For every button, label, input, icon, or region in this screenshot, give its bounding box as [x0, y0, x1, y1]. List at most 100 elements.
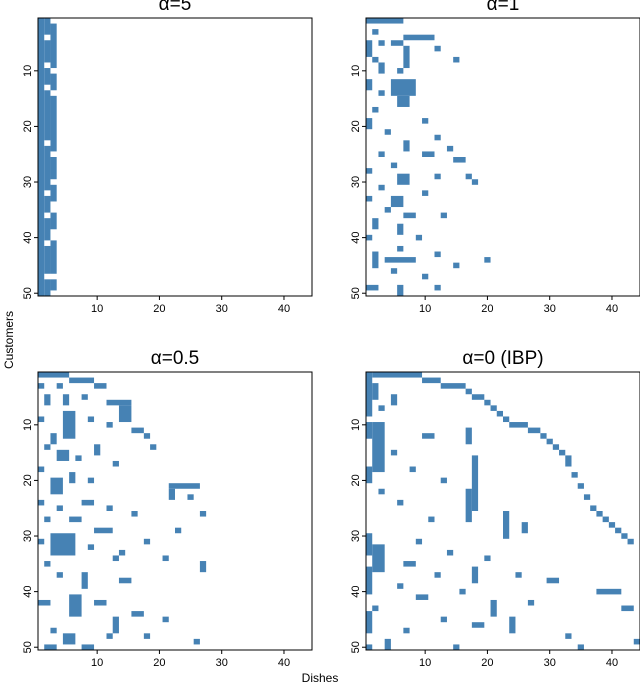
matrix-cell: [69, 594, 82, 617]
matrix-cell: [372, 56, 379, 63]
matrix-cell: [366, 466, 373, 484]
matrix-cell: [131, 427, 144, 434]
matrix-cell: [434, 173, 441, 180]
matrix-cell: [453, 644, 460, 650]
matrix-cell: [577, 644, 584, 650]
matrix-cell: [384, 638, 391, 650]
matrix-cell: [397, 284, 404, 296]
matrix-cell: [50, 184, 57, 202]
matrix-cell: [521, 522, 528, 534]
matrix-cell: [384, 129, 391, 135]
y-tick-label: 10: [350, 419, 362, 431]
matrix-cell: [112, 460, 119, 467]
matrix-cell: [453, 262, 460, 269]
x-tick-label: 10: [419, 303, 431, 315]
matrix-cell: [378, 405, 385, 411]
matrix-cell: [459, 588, 466, 595]
matrix-cell: [446, 145, 454, 152]
matrix-cell: [44, 145, 51, 191]
matrix-cell: [403, 140, 410, 152]
matrix-cell: [390, 40, 404, 46]
matrix-cell: [527, 427, 541, 434]
matrix-cell: [150, 444, 157, 450]
matrix-cell: [397, 223, 404, 235]
matrix-cell: [422, 273, 429, 280]
panel-title: α=5: [159, 0, 192, 15]
y-tick-label: 20: [22, 474, 34, 486]
matrix-cell: [378, 151, 385, 157]
matrix-cell: [409, 466, 416, 473]
matrix-cell: [50, 157, 57, 180]
x-tick-label: 40: [278, 303, 290, 315]
x-tick-label: 20: [153, 303, 165, 315]
matrix-cell: [106, 422, 113, 428]
matrix-cell: [527, 599, 535, 606]
matrix-cell: [38, 18, 45, 296]
matrix-cell: [62, 410, 76, 439]
matrix-cell: [415, 538, 423, 545]
matrix-cell: [366, 422, 373, 439]
x-tick-label: 30: [216, 303, 228, 315]
matrix-cell: [50, 533, 76, 556]
matrix-cell: [50, 433, 57, 445]
matrix-cell: [621, 605, 634, 612]
matrix-cell: [422, 433, 435, 439]
matrix-cell: [403, 45, 410, 69]
matrix-cell: [366, 372, 373, 417]
x-tick-label: 40: [606, 303, 618, 315]
matrix-cell: [143, 538, 151, 545]
matrix-cell: [38, 538, 45, 545]
matrix-cell: [50, 477, 63, 495]
matrix-cell: [81, 572, 88, 589]
matrix-cell: [515, 572, 522, 578]
x-tick-label: 40: [278, 657, 290, 669]
x-tick-label: 40: [606, 657, 618, 669]
matrix-cell: [471, 179, 479, 185]
matrix-cell: [44, 218, 51, 241]
matrix-cell: [62, 394, 70, 406]
panel-title: α=0.5: [151, 348, 200, 369]
matrix-cell: [118, 405, 132, 423]
matrix-cell: [453, 157, 466, 163]
matrix-cell: [193, 638, 200, 645]
matrix-cell: [69, 472, 76, 484]
matrix-cell: [112, 555, 119, 562]
y-tick-label: 40: [22, 231, 34, 243]
matrix-cell: [366, 40, 373, 57]
matrix-cell: [81, 394, 88, 400]
matrix-cell: [50, 212, 57, 230]
matrix-cell: [484, 555, 491, 562]
y-tick-label: 30: [350, 176, 362, 188]
matrix-cell: [366, 18, 404, 24]
matrix-cell: [484, 399, 491, 406]
panel: α=0.5 10 20 30 40 10 20 30 40 50: [22, 348, 313, 669]
matrix-cell: [403, 627, 410, 634]
matrix-cell: [87, 544, 95, 550]
matrix-cell: [69, 377, 95, 384]
matrix-cell: [69, 516, 82, 523]
matrix-cell: [378, 488, 385, 495]
matrix-cell: [552, 444, 560, 450]
x-tick-label: 30: [544, 657, 556, 669]
matrix-cell: [56, 505, 63, 511]
matrix-cell: [471, 566, 479, 584]
matrix-cell: [366, 234, 373, 241]
matrix-cell: [366, 195, 373, 202]
matrix-cell: [112, 616, 119, 634]
matrix-cell: [366, 533, 373, 556]
matrix-cell: [509, 616, 516, 634]
y-tick-label: 10: [22, 419, 34, 431]
y-tick-label: 50: [22, 287, 34, 299]
matrix-cell: [131, 611, 144, 617]
matrix-cell: [162, 616, 169, 623]
matrix-cell: [596, 588, 622, 595]
matrix-cell: [490, 599, 497, 617]
matrix-cell: [50, 95, 57, 152]
matrix-cell: [465, 388, 472, 395]
matrix-cell: [175, 527, 182, 534]
matrix-cell: [496, 410, 503, 417]
matrix-cell: [44, 40, 51, 63]
matrix-cell: [490, 405, 497, 411]
matrix-cell: [38, 599, 51, 606]
matrix-cell: [44, 68, 51, 85]
